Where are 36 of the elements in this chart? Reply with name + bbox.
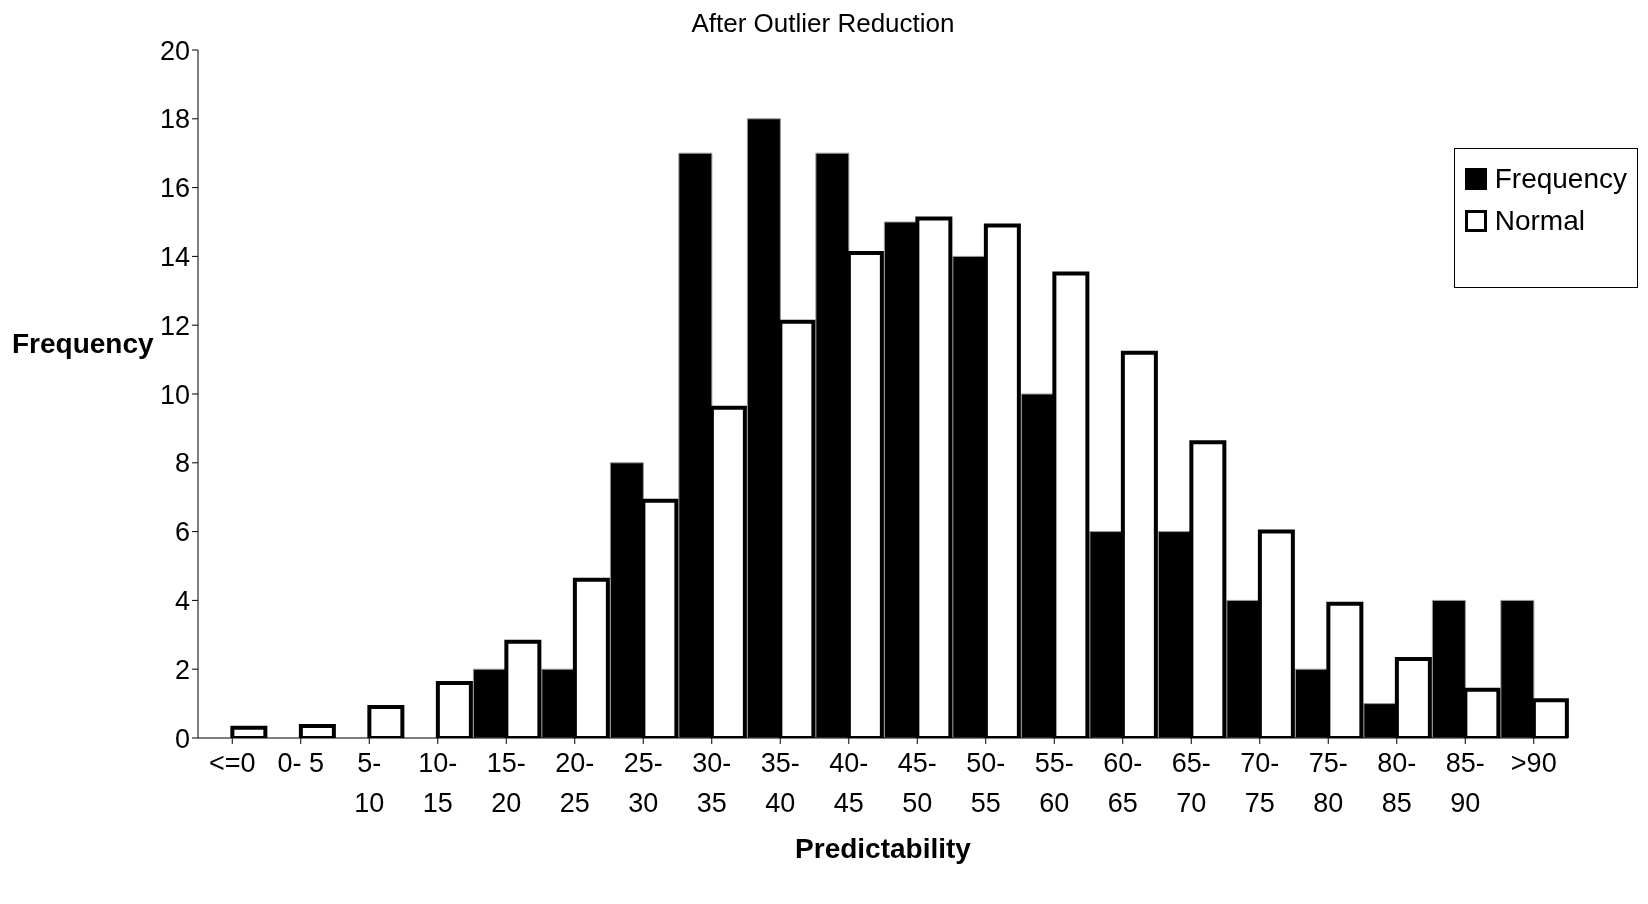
chart-title: After Outlier Reduction <box>691 8 955 38</box>
y-tick-label: 18 <box>159 104 190 135</box>
x-tick-label: 5- 10 <box>354 748 385 818</box>
x-tick-label: 20- 25 <box>555 748 595 818</box>
x-tick-label: 60- 65 <box>1103 748 1143 818</box>
x-tick-label: 40- 45 <box>829 748 869 818</box>
x-tick-label: >90 <box>1510 748 1557 778</box>
x-axis-title: Predictability <box>795 833 972 864</box>
y-tick-label: 0 <box>174 723 190 754</box>
y-axis-title: Frequency <box>12 328 154 360</box>
x-tick-label: 0- 5 <box>277 748 325 778</box>
legend-label: Frequency <box>1493 163 1627 195</box>
x-tick-label: 70- 75 <box>1240 748 1280 818</box>
y-tick-label: 8 <box>174 448 190 479</box>
x-tick-label: 85- 90 <box>1445 748 1485 818</box>
x-tick-label: 75- 80 <box>1308 748 1348 818</box>
x-tick-label: <=0 <box>208 748 256 778</box>
x-tick-label: 15- 20 <box>486 748 526 818</box>
y-tick-label: 14 <box>159 241 190 272</box>
y-tick-label: 20 <box>159 35 190 66</box>
x-tick-label: 65- 70 <box>1171 748 1211 818</box>
legend-label: Normal <box>1493 205 1586 237</box>
x-tick-label: 50- 55 <box>966 748 1006 818</box>
x-tick-label: 30- 35 <box>692 748 732 818</box>
x-tick-label: 80- 85 <box>1377 748 1417 818</box>
y-tick-label: 10 <box>159 379 190 410</box>
x-tick-label: 45- 50 <box>897 748 937 818</box>
x-tick-label: 55- 60 <box>1034 748 1074 818</box>
y-tick-label: 4 <box>174 585 190 616</box>
y-tick-label: 6 <box>174 517 190 548</box>
x-tick-label: 10- 15 <box>418 748 458 818</box>
y-tick-label: 2 <box>174 654 190 685</box>
y-tick-label: 16 <box>159 173 190 204</box>
x-tick-label: 35- 40 <box>760 748 800 818</box>
y-tick-label: 12 <box>159 310 190 341</box>
x-tick-label: 25- 30 <box>623 748 663 818</box>
